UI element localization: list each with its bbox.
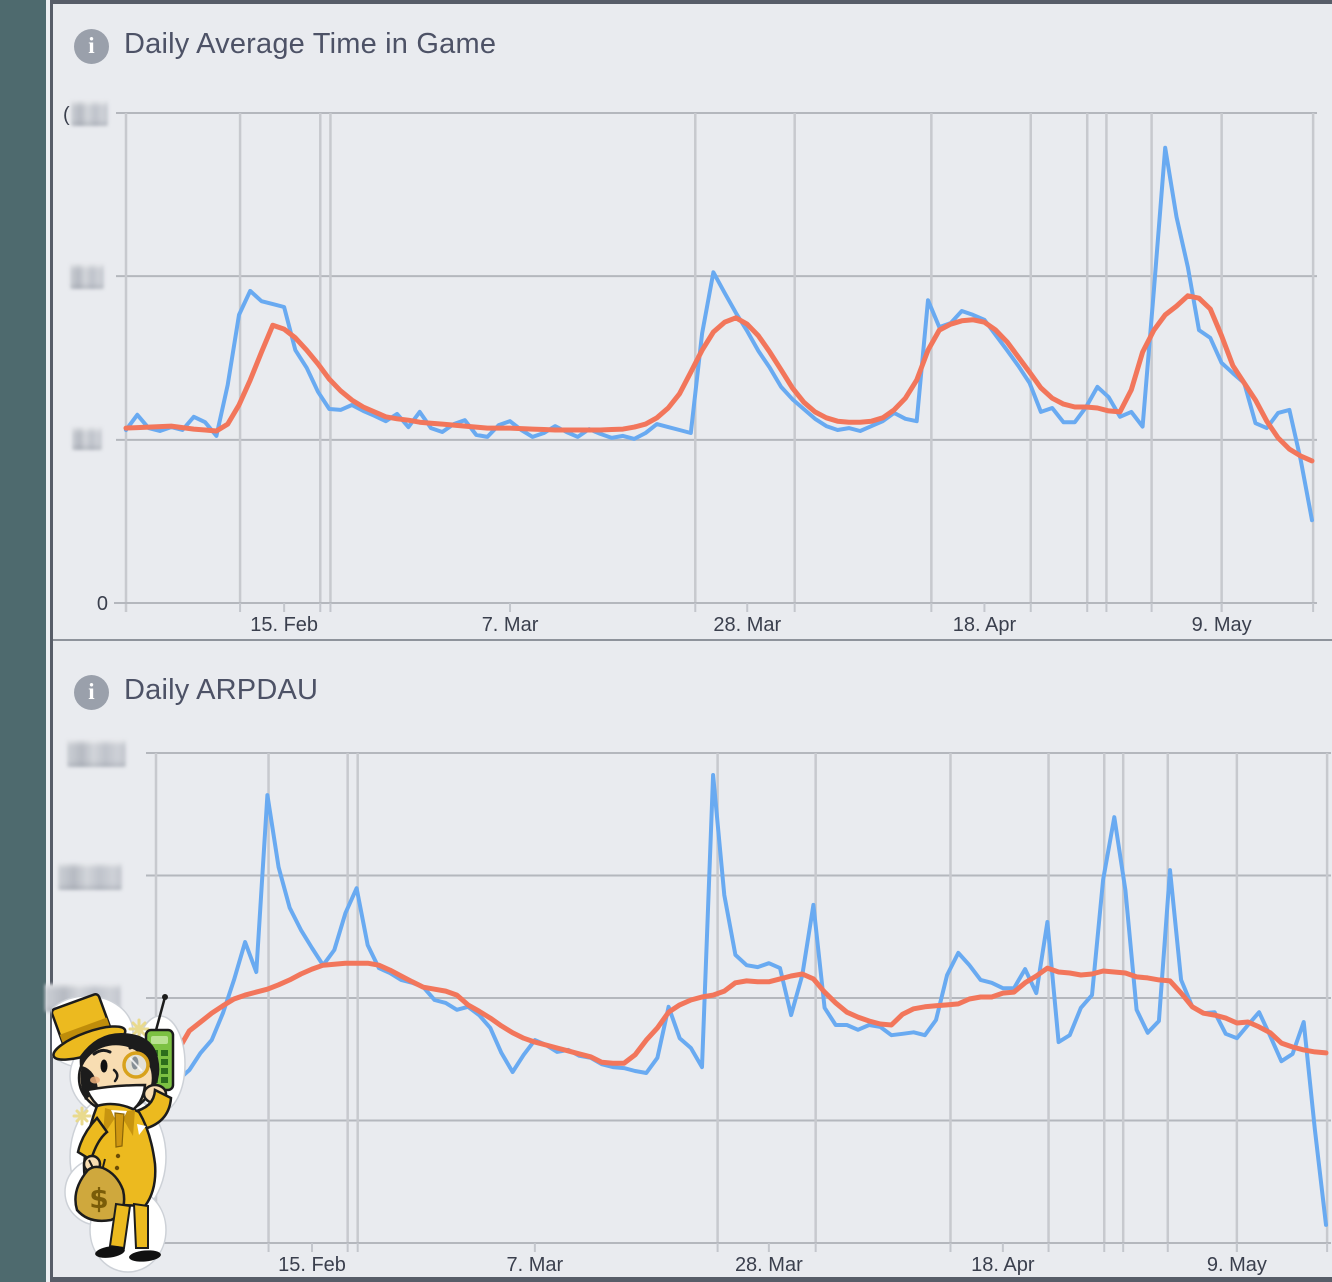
x-axis-label: 28. Mar: [735, 1254, 803, 1276]
trend-series-line: [153, 960, 1329, 1066]
info-icon[interactable]: i: [74, 29, 109, 64]
x-axis-label: 15. Feb: [278, 1254, 346, 1276]
redacted-y-label: [67, 740, 126, 767]
left-sidebar-strip: [0, 0, 46, 1282]
x-axis-label: 7. Mar: [507, 1254, 564, 1276]
redacted-y-label: [71, 101, 108, 126]
x-axis-label: 28. Mar: [713, 614, 781, 636]
partial-redacted-label-glyph: (: [63, 104, 70, 126]
x-axis-label: 18. Apr: [953, 614, 1017, 636]
x-axis-label: 9. May: [1192, 614, 1252, 636]
page-title-time-in-game: Daily Average Time in Game: [124, 28, 497, 60]
x-axis-label: 9. May: [1207, 1254, 1267, 1276]
panel-daily-average-time-in-game: [53, 4, 1332, 639]
redacted-y-label: [58, 863, 122, 890]
sparkle-icon: [72, 1018, 150, 1126]
page-title-arpdau: Daily ARPDAU: [124, 674, 319, 706]
info-icon[interactable]: i: [74, 675, 109, 710]
trend-series-line: [123, 293, 1315, 464]
top-hat-icon: [52, 993, 127, 1061]
panel-daily-arpdau: [53, 641, 1332, 1277]
panel-divider: [53, 639, 1332, 641]
redacted-y-label: [72, 427, 102, 450]
shoe: [129, 1250, 161, 1262]
daily-series-line: [124, 145, 1314, 523]
redacted-y-label: [70, 264, 104, 289]
x-axis-label: 7. Mar: [482, 614, 539, 636]
tie: [114, 1112, 125, 1148]
daily-series-line: [154, 773, 1328, 1227]
panel-left-border: [50, 0, 53, 1282]
panel-bottom-border: [50, 1277, 1332, 1282]
shoe: [95, 1246, 125, 1258]
mascot-character-image: $: [52, 993, 186, 1273]
y-axis-zero-label: 0: [97, 593, 108, 615]
x-axis-label: 15. Feb: [250, 614, 318, 636]
x-axis-label: 18. Apr: [971, 1254, 1035, 1276]
panel-top-border: [50, 0, 1332, 4]
money-bag-dollar-sign: $: [89, 1182, 108, 1215]
